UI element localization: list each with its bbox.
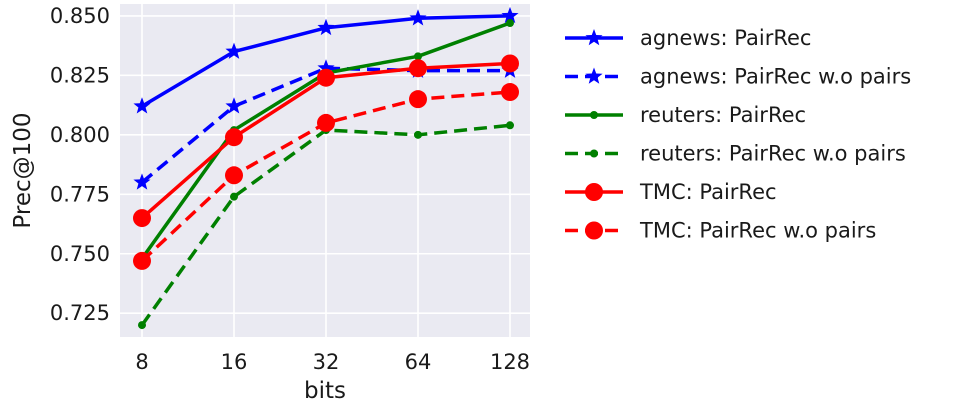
star-marker	[133, 97, 151, 114]
dot-marker	[414, 130, 422, 139]
dot-marker	[506, 121, 514, 130]
dot-marker	[590, 149, 598, 158]
circle-marker	[409, 90, 427, 109]
circle-marker	[133, 251, 151, 270]
x-tick-label: 16	[221, 350, 248, 374]
y-tick-label: 0.775	[50, 182, 110, 206]
circle-marker	[225, 128, 243, 147]
dot-marker	[506, 19, 514, 28]
legend-entry: reuters: PairRec w.o pairs	[565, 142, 906, 166]
legend-label: agnews: PairRec w.o pairs	[640, 65, 911, 89]
y-axis-label: Prec@100	[10, 112, 36, 228]
legend-entry: TMC: PairRec w.o pairs	[565, 219, 876, 243]
circle-marker	[585, 221, 603, 240]
dot-marker	[590, 111, 598, 119]
star-marker	[225, 97, 243, 114]
y-tick-label: 0.825	[50, 63, 110, 87]
legend-label: TMC: PairRec w.o pairs	[639, 219, 876, 243]
y-tick-label: 0.725	[50, 301, 110, 325]
x-tick-label: 128	[490, 350, 530, 374]
circle-marker	[317, 113, 335, 132]
star-marker	[409, 9, 427, 26]
circle-marker	[585, 183, 603, 201]
legend-label: reuters: PairRec	[640, 103, 806, 127]
y-tick-label: 0.800	[50, 123, 110, 147]
dot-marker	[414, 52, 422, 61]
circle-marker	[225, 166, 243, 185]
series-line	[140, 66, 510, 184]
circle-marker	[501, 83, 519, 102]
series-4	[133, 54, 519, 228]
x-axis-label: bits	[304, 378, 346, 404]
legend-label: agnews: PairRec	[640, 26, 811, 50]
circle-marker	[501, 54, 519, 73]
legend-entry: agnews: PairRec w.o pairs	[565, 65, 911, 89]
x-tick-label: 64	[405, 350, 432, 374]
series-5	[133, 83, 519, 270]
star-marker	[501, 6, 519, 24]
star-marker	[585, 67, 603, 84]
legend-label: TMC: PairRec	[639, 180, 777, 204]
circle-marker	[317, 68, 335, 87]
x-tick-label: 8	[135, 350, 148, 374]
y-tick-label: 0.850	[50, 4, 110, 28]
star-marker	[133, 173, 151, 190]
legend-entry: reuters: PairRec	[565, 103, 806, 127]
dot-marker	[138, 321, 146, 330]
plot-area	[120, 4, 530, 337]
circle-marker	[133, 209, 151, 228]
legend-label: reuters: PairRec w.o pairs	[640, 142, 906, 166]
series-layer	[133, 6, 519, 330]
legend-entry: agnews: PairRec	[565, 26, 811, 50]
star-marker	[317, 59, 335, 76]
legend: agnews: PairRec agnews: PairRec w.o pairs…	[565, 26, 911, 243]
star-marker	[585, 29, 603, 46]
tick-labels: 0.725 0.750 0.775 0.800 0.825 0.850 8 16 32 64 128	[50, 4, 530, 374]
circle-marker	[409, 59, 427, 78]
y-tick-label: 0.750	[50, 242, 110, 266]
star-marker	[225, 42, 243, 59]
legend-entry: TMC: PairRec	[565, 180, 777, 204]
dot-marker	[230, 192, 238, 201]
star-marker	[317, 18, 335, 36]
x-tick-label: 32	[313, 350, 340, 374]
series-0	[133, 6, 519, 114]
